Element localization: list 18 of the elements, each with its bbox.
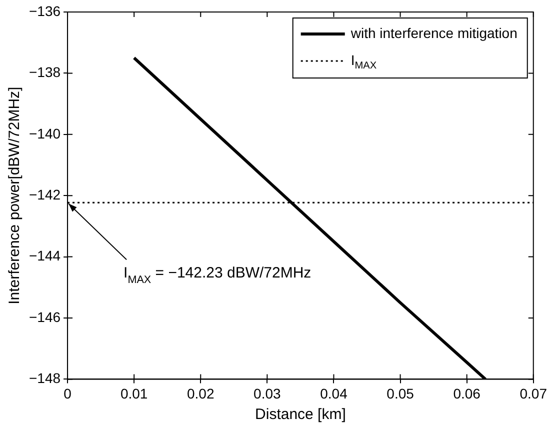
x-tick-label: 0.04 bbox=[320, 385, 348, 402]
y-tick-label: −148 bbox=[28, 370, 61, 386]
x-tick-label: 0.02 bbox=[187, 385, 214, 402]
legend-label: with interference mitigation bbox=[350, 24, 518, 41]
x-tick-label: 0 bbox=[64, 385, 72, 402]
x-tick-label: 0.03 bbox=[254, 385, 282, 402]
x-axis-title: Distance [km] bbox=[255, 406, 346, 424]
y-tick-label: −146 bbox=[28, 308, 61, 325]
y-tick-label: −136 bbox=[28, 2, 61, 19]
x-tick-label: 0.01 bbox=[120, 385, 148, 402]
y-tick-label: −140 bbox=[28, 125, 61, 142]
x-tick-label: 0.07 bbox=[520, 385, 548, 402]
x-tick-label: 0.06 bbox=[453, 385, 481, 402]
y-tick-label: −144 bbox=[28, 248, 61, 264]
y-tick-label: −138 bbox=[28, 64, 61, 80]
y-axis-title: Interference power[dBW/72MHz] bbox=[6, 86, 24, 304]
x-tick-label: 0.05 bbox=[386, 385, 414, 402]
y-tick-label: −142 bbox=[28, 186, 61, 202]
